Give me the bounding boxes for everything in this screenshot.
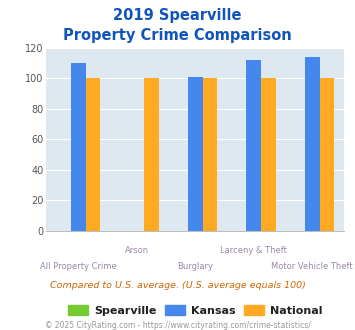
Text: © 2025 CityRating.com - https://www.cityrating.com/crime-statistics/: © 2025 CityRating.com - https://www.city… [45,321,310,330]
Bar [86,79,100,231]
Bar [261,79,275,231]
Text: All Property Crime: All Property Crime [40,262,117,271]
Bar [203,79,217,231]
Text: Motor Vehicle Theft: Motor Vehicle Theft [271,262,353,271]
Text: Arson: Arson [125,246,149,255]
Text: Property Crime Comparison: Property Crime Comparison [63,28,292,43]
Text: Compared to U.S. average. (U.S. average equals 100): Compared to U.S. average. (U.S. average … [50,281,305,290]
Text: Burglary: Burglary [177,262,213,271]
Bar [305,57,320,231]
Bar [188,77,203,231]
Legend: Spearville, Kansas, National: Spearville, Kansas, National [64,301,327,321]
Text: 2019 Spearville: 2019 Spearville [113,8,242,23]
Text: Larceny & Theft: Larceny & Theft [220,246,287,255]
Bar [320,79,334,231]
Bar [246,60,261,231]
Bar [144,79,159,231]
Bar [71,63,86,231]
